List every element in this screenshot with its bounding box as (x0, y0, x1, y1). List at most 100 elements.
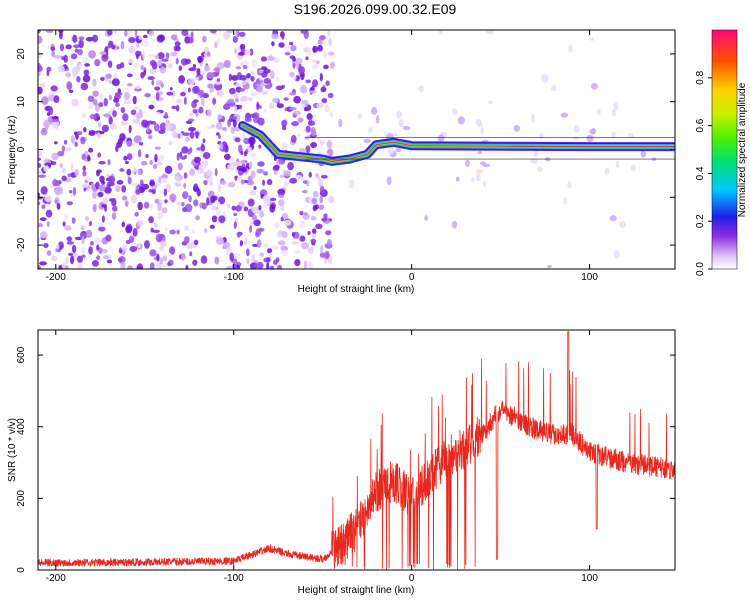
noise-dot (451, 108, 458, 115)
noise-dot (166, 91, 174, 96)
noise-dot (281, 231, 288, 239)
noise-dot (177, 162, 183, 171)
noise-dot (38, 157, 42, 161)
noise-dot (240, 150, 244, 156)
noise-dot (206, 71, 214, 79)
colorbar-ticks: 0.0 0.2 0.4 0.6 0.8 (695, 70, 712, 276)
noise-dot (306, 181, 310, 187)
noise-dot (71, 217, 76, 224)
noise-dot (70, 162, 74, 172)
noise-dot (316, 102, 324, 109)
noise-dot (66, 236, 72, 242)
noise-dot (83, 126, 87, 133)
noise-dot (158, 175, 162, 183)
noise-dot (234, 48, 237, 54)
noise-dot (54, 187, 61, 196)
noise-dot (142, 51, 146, 60)
noise-dot (250, 75, 255, 82)
y-tick-label: 400 (16, 418, 27, 435)
noise-dot (232, 35, 238, 43)
noise-dot (104, 186, 112, 194)
noise-dot (214, 256, 220, 265)
noise-dot (54, 199, 59, 204)
noise-dot (51, 115, 59, 120)
noise-dot (247, 146, 253, 153)
noise-dot (530, 158, 538, 164)
noise-dot (154, 146, 161, 150)
noise-dot (65, 44, 72, 50)
noise-dot (235, 66, 242, 70)
noise-dot (51, 51, 56, 58)
noise-dot (130, 109, 137, 116)
noise-dot (179, 133, 184, 138)
noise-dot (54, 141, 58, 145)
snr-panel: -200 -100 0 100 0 200 400 600 (16, 329, 676, 584)
noise-dot (85, 229, 93, 238)
noise-dot (66, 201, 74, 206)
noise-dot (269, 265, 275, 269)
noise-dot (167, 261, 171, 267)
noise-dot (81, 236, 85, 245)
noise-dot (272, 97, 279, 104)
noise-dot (251, 59, 258, 68)
noise-dot (197, 167, 205, 174)
noise-dot (45, 30, 54, 34)
noise-dot (539, 133, 544, 140)
noise-dot (125, 239, 131, 245)
noise-dot (281, 141, 288, 151)
ridge-band-5 (242, 125, 675, 162)
noise-dot (312, 58, 317, 64)
noise-dot (199, 151, 203, 157)
noise-dot (275, 85, 284, 91)
noise-dot (243, 206, 249, 212)
noise-dot (305, 145, 311, 154)
noise-dot (218, 134, 221, 140)
noise-dot (154, 54, 159, 59)
noise-dot (263, 257, 270, 263)
noise-dot (50, 85, 58, 92)
noise-dot (88, 50, 96, 59)
noise-dot (244, 117, 252, 122)
noise-dot (69, 189, 73, 194)
noise-dot (375, 114, 380, 124)
noise-dot (53, 54, 62, 59)
noise-dot (108, 176, 116, 184)
noise-dot (396, 111, 402, 119)
noise-dot (148, 216, 154, 224)
x-tick-label: -200 (46, 272, 66, 283)
noise-dot (130, 194, 138, 204)
noise-dot (119, 168, 125, 172)
noise-dot (247, 198, 255, 207)
noise-dot (156, 253, 160, 262)
noise-dot (321, 40, 328, 45)
noise-dot (531, 114, 535, 123)
noise-dot (38, 86, 43, 95)
noise-dot (242, 65, 248, 70)
noise-dot (357, 113, 362, 120)
noise-dot (92, 90, 99, 97)
noise-dot (46, 70, 50, 77)
noise-dot (116, 179, 124, 185)
noise-dot (143, 69, 147, 77)
noise-dot (61, 261, 67, 269)
signal-ridge (238, 121, 675, 166)
noise-dot (46, 112, 51, 116)
noise-dot (200, 255, 208, 264)
noise-dot (147, 76, 155, 81)
noise-dot (38, 30, 41, 34)
noise-dot (192, 259, 198, 266)
noise-dot (196, 68, 201, 76)
noise-dot (303, 260, 308, 269)
noise-dot (107, 30, 113, 36)
noise-dot (292, 56, 296, 62)
noise-dot (319, 185, 325, 194)
noise-dot (119, 249, 123, 253)
noise-dot (111, 212, 117, 220)
noise-dot (288, 92, 296, 96)
noise-dot (273, 164, 280, 170)
noise-dot (451, 220, 458, 229)
noise-dot (142, 34, 148, 39)
noise-dot (186, 37, 194, 44)
noise-dot (119, 62, 125, 69)
noise-dot (316, 175, 321, 180)
